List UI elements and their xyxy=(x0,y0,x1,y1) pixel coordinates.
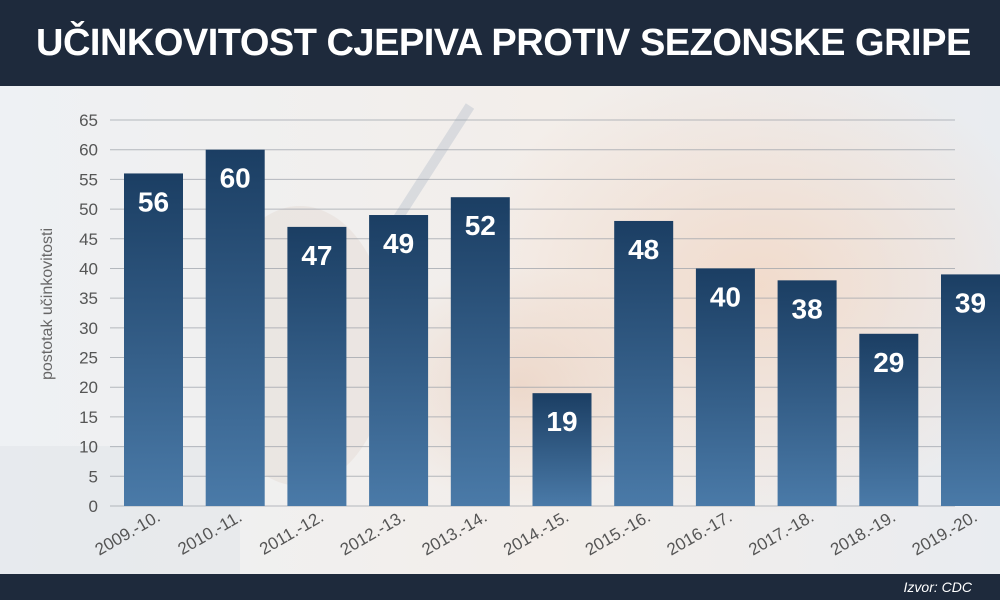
source-note: Izvor: CDC xyxy=(903,579,972,595)
y-axis-label: postotak učinkovitosti xyxy=(39,228,56,380)
bar-2014.-15. xyxy=(532,393,592,506)
y-axis-ticks: 0 5 10 15 20 25 30 35 40 45 50 55 60 65 xyxy=(79,111,98,516)
y-tick-label: 55 xyxy=(79,170,98,189)
bar-2015.-16. xyxy=(614,220,674,506)
x-tick-label: 2013.-14. xyxy=(419,507,491,559)
data-labels: 56 60 47 49 52 19 48 40 38 29 39 xyxy=(138,163,986,437)
data-label: 60 xyxy=(220,163,251,194)
x-tick-label: 2014.-15. xyxy=(500,507,572,559)
bar-2012.-13. xyxy=(369,215,429,506)
y-tick-label: 50 xyxy=(79,200,98,219)
data-label: 47 xyxy=(301,240,332,271)
y-tick-label: 40 xyxy=(79,259,98,278)
data-label: 40 xyxy=(710,281,741,312)
x-tick-label: 2019.-20. xyxy=(909,507,981,559)
data-label: 49 xyxy=(383,228,414,259)
y-tick-label: 0 xyxy=(89,497,98,516)
data-label: 39 xyxy=(955,287,986,318)
y-tick-label: 15 xyxy=(79,408,98,427)
footer-bar: Izvor: CDC xyxy=(0,574,1000,600)
data-label: 48 xyxy=(628,234,659,265)
bar-2010.-11. xyxy=(205,149,265,506)
x-axis-ticks: 2009.-10. 2010.-11. 2011.-12. 2012.-13. 2013… xyxy=(92,507,981,559)
x-tick-label: 2011.-12. xyxy=(256,507,327,559)
x-tick-label: 2016.-17. xyxy=(664,507,736,559)
chart-title: UČINKOVITOST CJEPIVA PROTIV SEZONSKE GRI… xyxy=(36,22,971,64)
x-tick-label: 2015.-16. xyxy=(582,507,654,559)
bar-2011.-12. xyxy=(287,226,347,506)
header-bar: UČINKOVITOST CJEPIVA PROTIV SEZONSKE GRI… xyxy=(0,0,1000,86)
x-tick-label: 2017.-18. xyxy=(745,507,817,559)
bar-chart: 0 5 10 15 20 25 30 35 40 45 50 55 60 65 postotak učin… xyxy=(39,111,1000,559)
y-tick-label: 35 xyxy=(79,289,98,308)
data-label: 19 xyxy=(546,406,577,437)
y-tick-label: 5 xyxy=(89,467,98,486)
y-tick-label: 30 xyxy=(79,319,98,338)
x-tick-label: 2018.-19. xyxy=(827,507,899,559)
y-tick-label: 25 xyxy=(79,349,98,368)
x-tick-label: 2009.-10. xyxy=(92,507,164,559)
y-tick-label: 20 xyxy=(79,378,98,397)
x-tick-label: 2010.-11. xyxy=(175,507,246,559)
data-label: 52 xyxy=(465,210,496,241)
y-tick-label: 60 xyxy=(79,141,98,160)
bar-2009.-10. xyxy=(124,173,183,506)
bar-2017.-18. xyxy=(777,280,837,506)
bar-2013.-14. xyxy=(450,197,510,506)
bar-2019.-20. xyxy=(941,274,1000,506)
x-tick-label: 2012.-13. xyxy=(337,507,409,559)
data-label: 56 xyxy=(138,186,169,217)
bars xyxy=(124,149,1000,506)
bar-2016.-17. xyxy=(695,268,755,506)
bar-2018.-19. xyxy=(859,333,919,506)
y-tick-label: 10 xyxy=(79,438,98,457)
y-tick-label: 45 xyxy=(79,230,98,249)
data-label: 38 xyxy=(792,293,823,324)
y-tick-label: 65 xyxy=(79,111,98,130)
data-label: 29 xyxy=(873,347,904,378)
